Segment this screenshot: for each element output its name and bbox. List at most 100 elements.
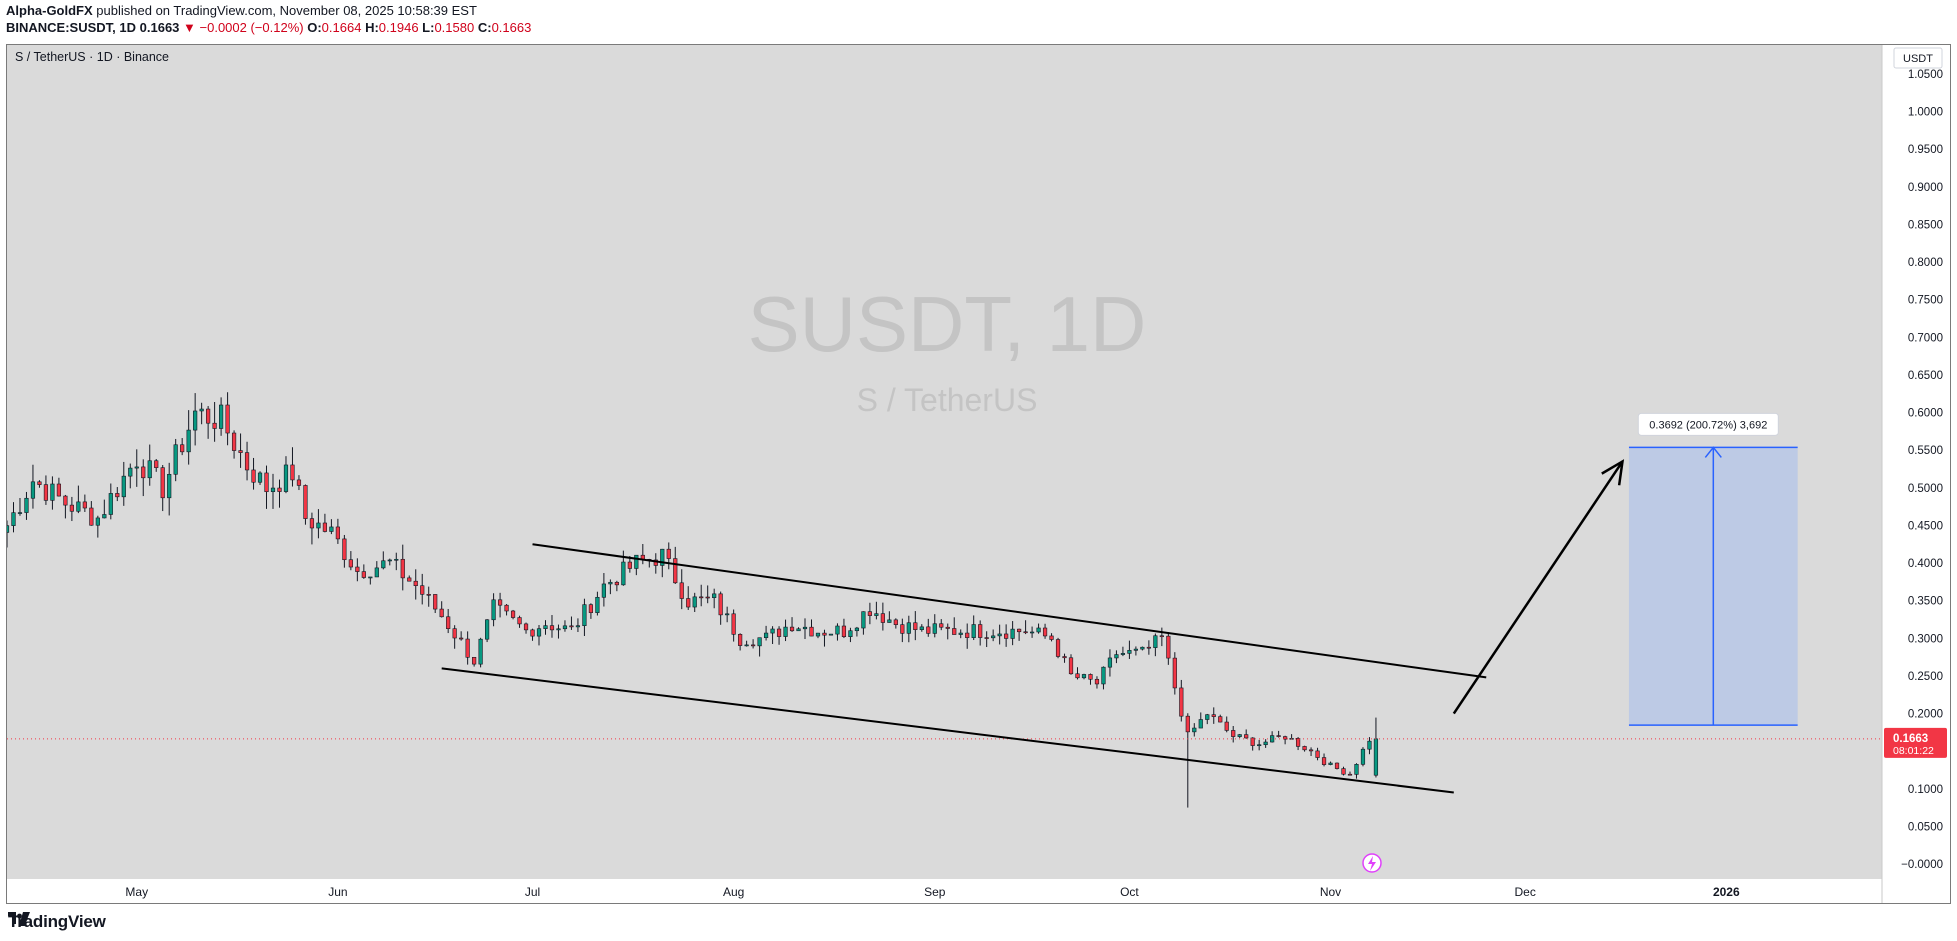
candle-body — [1081, 674, 1087, 679]
candle-body — [30, 481, 36, 499]
candle-body — [738, 634, 743, 646]
candle-body — [69, 504, 74, 512]
candle-body — [11, 512, 16, 526]
candle-body — [588, 604, 594, 613]
channel-lower-line — [441, 667, 1454, 794]
candle-body — [595, 596, 600, 613]
candle-body — [1101, 666, 1106, 685]
candle-body — [893, 619, 898, 625]
y-tick-label: −0.0000 — [1901, 859, 1943, 871]
y-tick-label: 0.5500 — [1908, 445, 1943, 457]
candle-body — [1224, 721, 1229, 731]
candle-body — [335, 526, 340, 540]
candle-body — [523, 623, 529, 631]
x-tick-label: Oct — [1120, 885, 1139, 899]
candle-body — [705, 596, 710, 599]
plot-background — [7, 45, 1882, 879]
candle-body — [296, 479, 302, 486]
candle-body — [530, 629, 535, 637]
y-tick-label: 1.0000 — [1908, 107, 1943, 119]
candle-body — [815, 632, 821, 637]
candle-body — [446, 616, 451, 629]
publisher-name[interactable]: Alpha-GoldFX — [6, 3, 93, 18]
tradingview-logo-icon — [8, 912, 30, 926]
candle-body — [283, 464, 289, 492]
candle-body — [867, 611, 872, 616]
open-value: 0.1664 — [321, 20, 362, 35]
candle-body — [238, 450, 243, 453]
candle-body — [1328, 762, 1333, 765]
candle-body — [1088, 674, 1093, 680]
candle-body — [887, 619, 892, 623]
candle-body — [1004, 633, 1009, 639]
candle-body — [219, 404, 224, 429]
candle-body — [939, 623, 944, 628]
y-tick-label: 0.7500 — [1908, 295, 1943, 307]
candle-body — [965, 632, 970, 638]
tradingview-logo[interactable]: TradingView — [8, 912, 106, 932]
candle-body — [673, 558, 678, 584]
candle-body — [614, 581, 619, 586]
channel-upper-line — [532, 543, 1487, 679]
candle-body — [770, 628, 775, 634]
candle-body — [1360, 748, 1366, 765]
candle-body — [686, 598, 691, 608]
chart-svg[interactable]: SUSDT, 1D S / TetherUS S / TetherUS · 1D ·… — [7, 45, 1950, 903]
low-label: L: — [422, 20, 435, 35]
candle-body — [1133, 648, 1138, 651]
candle-body — [517, 617, 522, 625]
candle-body — [1068, 657, 1074, 675]
x-tick-label: Jul — [525, 885, 540, 899]
currency-button — [1893, 47, 1943, 69]
candle-body — [1120, 653, 1126, 655]
candle-body — [958, 632, 963, 635]
candle-body — [809, 626, 814, 637]
candle-body — [115, 493, 120, 498]
y-tick-label: 0.6500 — [1908, 370, 1943, 382]
candle-body — [1354, 764, 1359, 775]
candle-body — [880, 613, 885, 623]
last-price: 0.1663 — [139, 20, 180, 35]
candle-body — [1029, 631, 1035, 634]
symbol-line: BINANCE:SUSDT, 1D — [6, 20, 137, 35]
candle-body — [718, 593, 723, 616]
y-tick-label: 0.3000 — [1908, 633, 1943, 645]
candle-body — [1185, 715, 1190, 733]
candle-body — [906, 622, 911, 634]
candle-body — [167, 473, 172, 499]
publish-text: published on TradingView.com, November 0… — [96, 3, 477, 18]
measure-arrow-head — [1704, 446, 1722, 458]
high-value: 0.1946 — [378, 20, 419, 35]
y-tick-label: 0.5000 — [1908, 483, 1943, 495]
chart-panel[interactable]: SUSDT, 1D S / TetherUS S / TetherUS · 1D ·… — [6, 44, 1951, 904]
measure-label-box — [1637, 412, 1779, 436]
projection-arrow-shaft — [1452, 460, 1624, 715]
candle-body — [1114, 654, 1119, 659]
candle-body — [244, 452, 250, 471]
candle-body — [1321, 757, 1327, 765]
y-tick-label: 0.9000 — [1908, 182, 1943, 194]
candle-body — [822, 632, 827, 636]
candle-body — [543, 625, 548, 629]
high-label: H: — [365, 20, 379, 35]
candle-body — [1055, 639, 1061, 657]
candle-body — [1179, 687, 1184, 717]
candle-body — [231, 432, 237, 451]
candle-body — [621, 561, 626, 586]
candle-body — [1036, 627, 1041, 633]
candle-body — [348, 559, 353, 568]
candle-body — [426, 594, 431, 596]
candle-body — [828, 633, 834, 636]
candle-body — [731, 613, 736, 635]
candle-body — [465, 638, 470, 658]
candle-body — [1017, 628, 1022, 633]
candle-body — [329, 526, 334, 532]
candle-body — [919, 626, 924, 630]
candle-body — [387, 559, 392, 562]
y-tick-label: 0.4500 — [1908, 520, 1943, 532]
candle-body — [206, 408, 211, 424]
y-tick-label: 1.0500 — [1908, 69, 1943, 81]
candle-body — [322, 522, 328, 532]
price-axis-countdown: 08:01:22 — [1893, 745, 1934, 757]
candle-body — [1198, 719, 1203, 729]
